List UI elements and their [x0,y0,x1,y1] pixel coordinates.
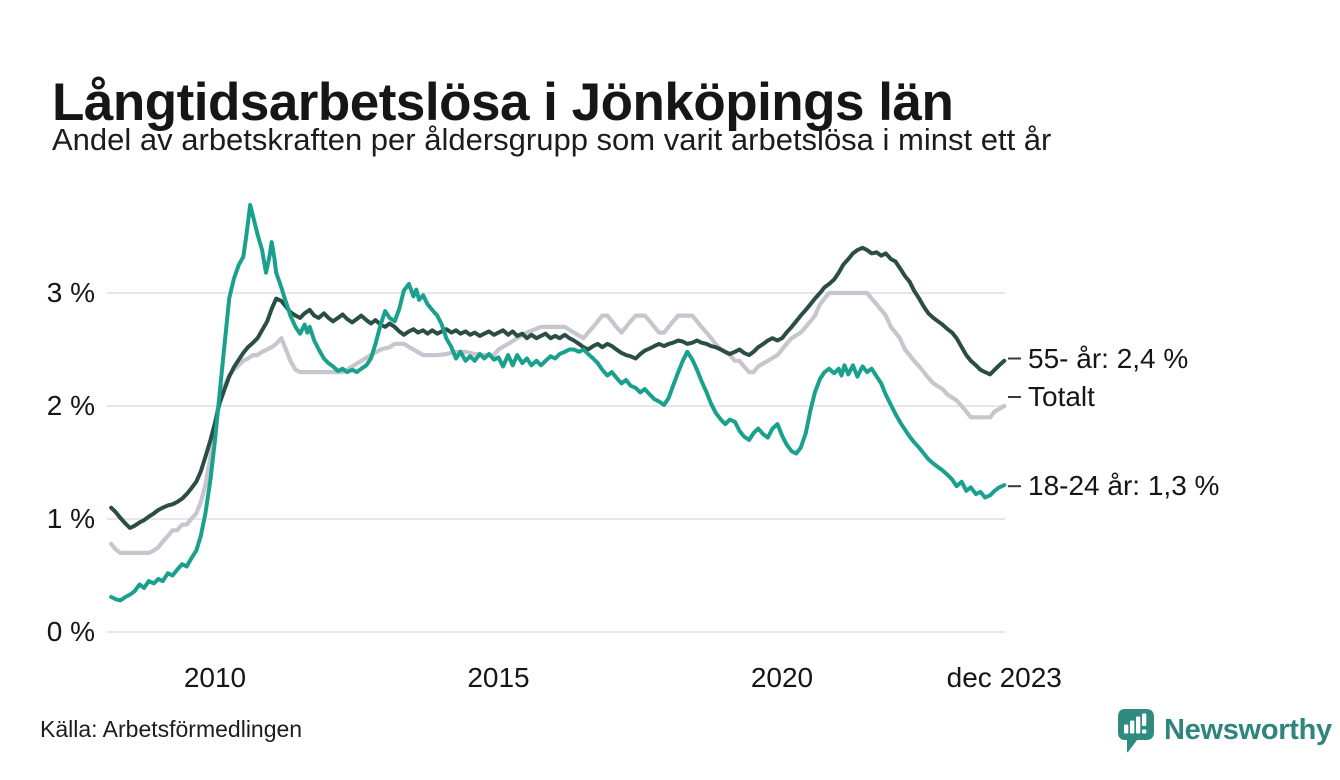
newsworthy-wordmark: Newsworthy [1164,714,1332,746]
series-label-age-18-24: 18-24 år: 1,3 % [1028,470,1220,502]
x-axis-label-2015: 2015 [467,662,530,693]
x-axis-label-dec-2023: dec 2023 [946,662,1062,693]
chart-subtitle: Andel av arbetskraften per åldersgrupp s… [52,122,1052,157]
y-axis-label-3pct: 3 % [46,277,95,308]
series-line-age-18-24 [109,202,1007,603]
series-label-total: Totalt [1028,380,1095,412]
page-title: Långtidsarbetslösa i Jönköpings län [52,72,954,132]
y-axis-label-1pct: 1 % [46,503,95,534]
y-axis-label-0pct: 0 % [46,616,95,647]
source-note: Källa: Arbetsförmedlingen [40,716,303,742]
series-line-total [109,290,1007,555]
series-line-age-55-plus [109,245,1007,530]
series-label-age-55-plus: 55- år: 2,4 % [1028,342,1189,374]
x-axis-label-2020: 2020 [750,662,814,693]
gridlines [107,292,1005,633]
newsworthy-bubble-chart-icon [1117,708,1155,759]
x-axis-label-2010: 2010 [183,662,247,693]
newsworthy-logo: Newsworthy [1117,708,1332,759]
y-axis-label-2pct: 2 % [46,390,95,421]
